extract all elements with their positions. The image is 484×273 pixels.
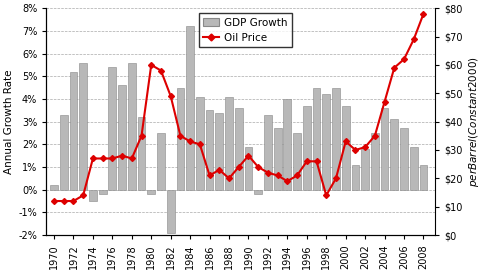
Bar [341,106,349,190]
Bar [99,190,106,194]
Bar [312,88,320,190]
Bar [79,63,87,190]
Bar [419,165,426,190]
Y-axis label: Annual Growth Rate: Annual Growth Rate [4,69,14,174]
Y-axis label: $ per Barrel (Constant 2000 $): $ per Barrel (Constant 2000 $) [466,56,480,187]
Bar [137,117,145,190]
Bar [244,147,252,190]
Bar [166,190,174,233]
Bar [196,97,203,190]
Bar [254,190,261,194]
Bar [69,72,77,190]
Bar [390,119,397,190]
Bar [108,67,116,190]
Bar [225,97,232,190]
Bar [176,88,184,190]
Bar [283,99,291,190]
Bar [215,112,223,190]
Bar [293,133,301,190]
Bar [128,63,136,190]
Bar [186,26,194,190]
Bar [322,94,330,190]
Bar [273,128,281,190]
Bar [157,133,165,190]
Legend: GDP Growth, Oil Price: GDP Growth, Oil Price [199,13,291,47]
Bar [50,185,58,190]
Bar [263,115,271,190]
Bar [234,108,242,190]
Bar [351,165,359,190]
Bar [409,147,417,190]
Bar [302,106,310,190]
Bar [205,110,213,190]
Bar [89,190,97,201]
Bar [399,128,407,190]
Bar [60,115,67,190]
Bar [380,108,388,190]
Bar [147,190,155,194]
Bar [118,85,126,190]
Bar [370,133,378,190]
Bar [361,149,368,190]
Bar [332,88,339,190]
